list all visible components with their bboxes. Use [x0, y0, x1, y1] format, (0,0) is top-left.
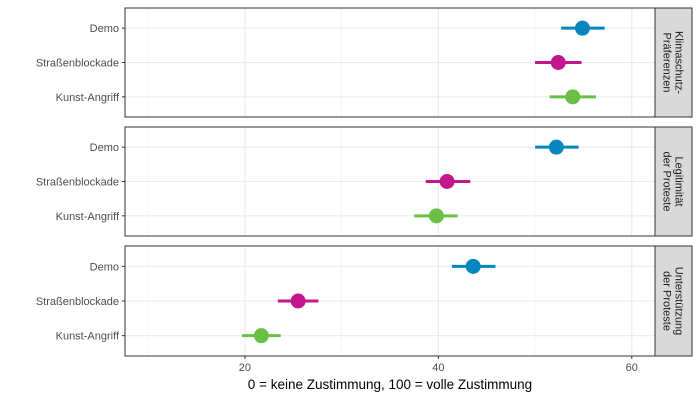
x-axis-title: 0 = keine Zustimmung, 100 = volle Zustim… — [248, 377, 532, 392]
data-point — [565, 89, 581, 105]
data-point — [428, 208, 444, 224]
data-point — [548, 139, 564, 155]
x-tick-label: 60 — [626, 362, 638, 374]
y-tick-label: Demo — [90, 261, 119, 273]
data-point — [290, 293, 306, 309]
data-point — [574, 20, 590, 36]
facet-strip — [654, 7, 693, 118]
facet-strip — [654, 245, 693, 357]
y-tick-label: Kunst-Angriff — [56, 331, 120, 343]
y-tick-label: Demo — [90, 23, 119, 35]
y-tick-label: Demo — [90, 142, 119, 154]
facet-strip-label: Klimaschutz-Präferenzen — [661, 31, 685, 94]
data-point — [439, 174, 455, 189]
facet-strip-label: Unterstützungder Proteste — [661, 267, 685, 335]
y-tick-label: Straßenblockade — [36, 296, 119, 308]
facet-panel: Demo Straßenblockade Kunst-Angriff Klimasch… — [36, 7, 693, 118]
data-point — [550, 55, 566, 70]
x-tick-label: 40 — [432, 362, 444, 374]
facet-strip — [654, 126, 693, 237]
data-point — [253, 328, 269, 344]
y-tick-label: Kunst-Angriff — [56, 92, 120, 104]
y-tick-label: Kunst-Angriff — [56, 211, 120, 223]
facet-panel: Demo Straßenblockade Kunst-Angriff Unterstü… — [36, 245, 693, 357]
y-tick-label: Straßenblockade — [36, 58, 119, 70]
y-tick-label: Straßenblockade — [36, 177, 119, 189]
data-point — [465, 258, 481, 274]
facet-strip-label: Legitimitätder Proteste — [661, 152, 685, 212]
facet-panel: Demo Straßenblockade Kunst-Angriff Legitimi… — [36, 126, 693, 237]
x-tick-label: 20 — [239, 362, 251, 374]
